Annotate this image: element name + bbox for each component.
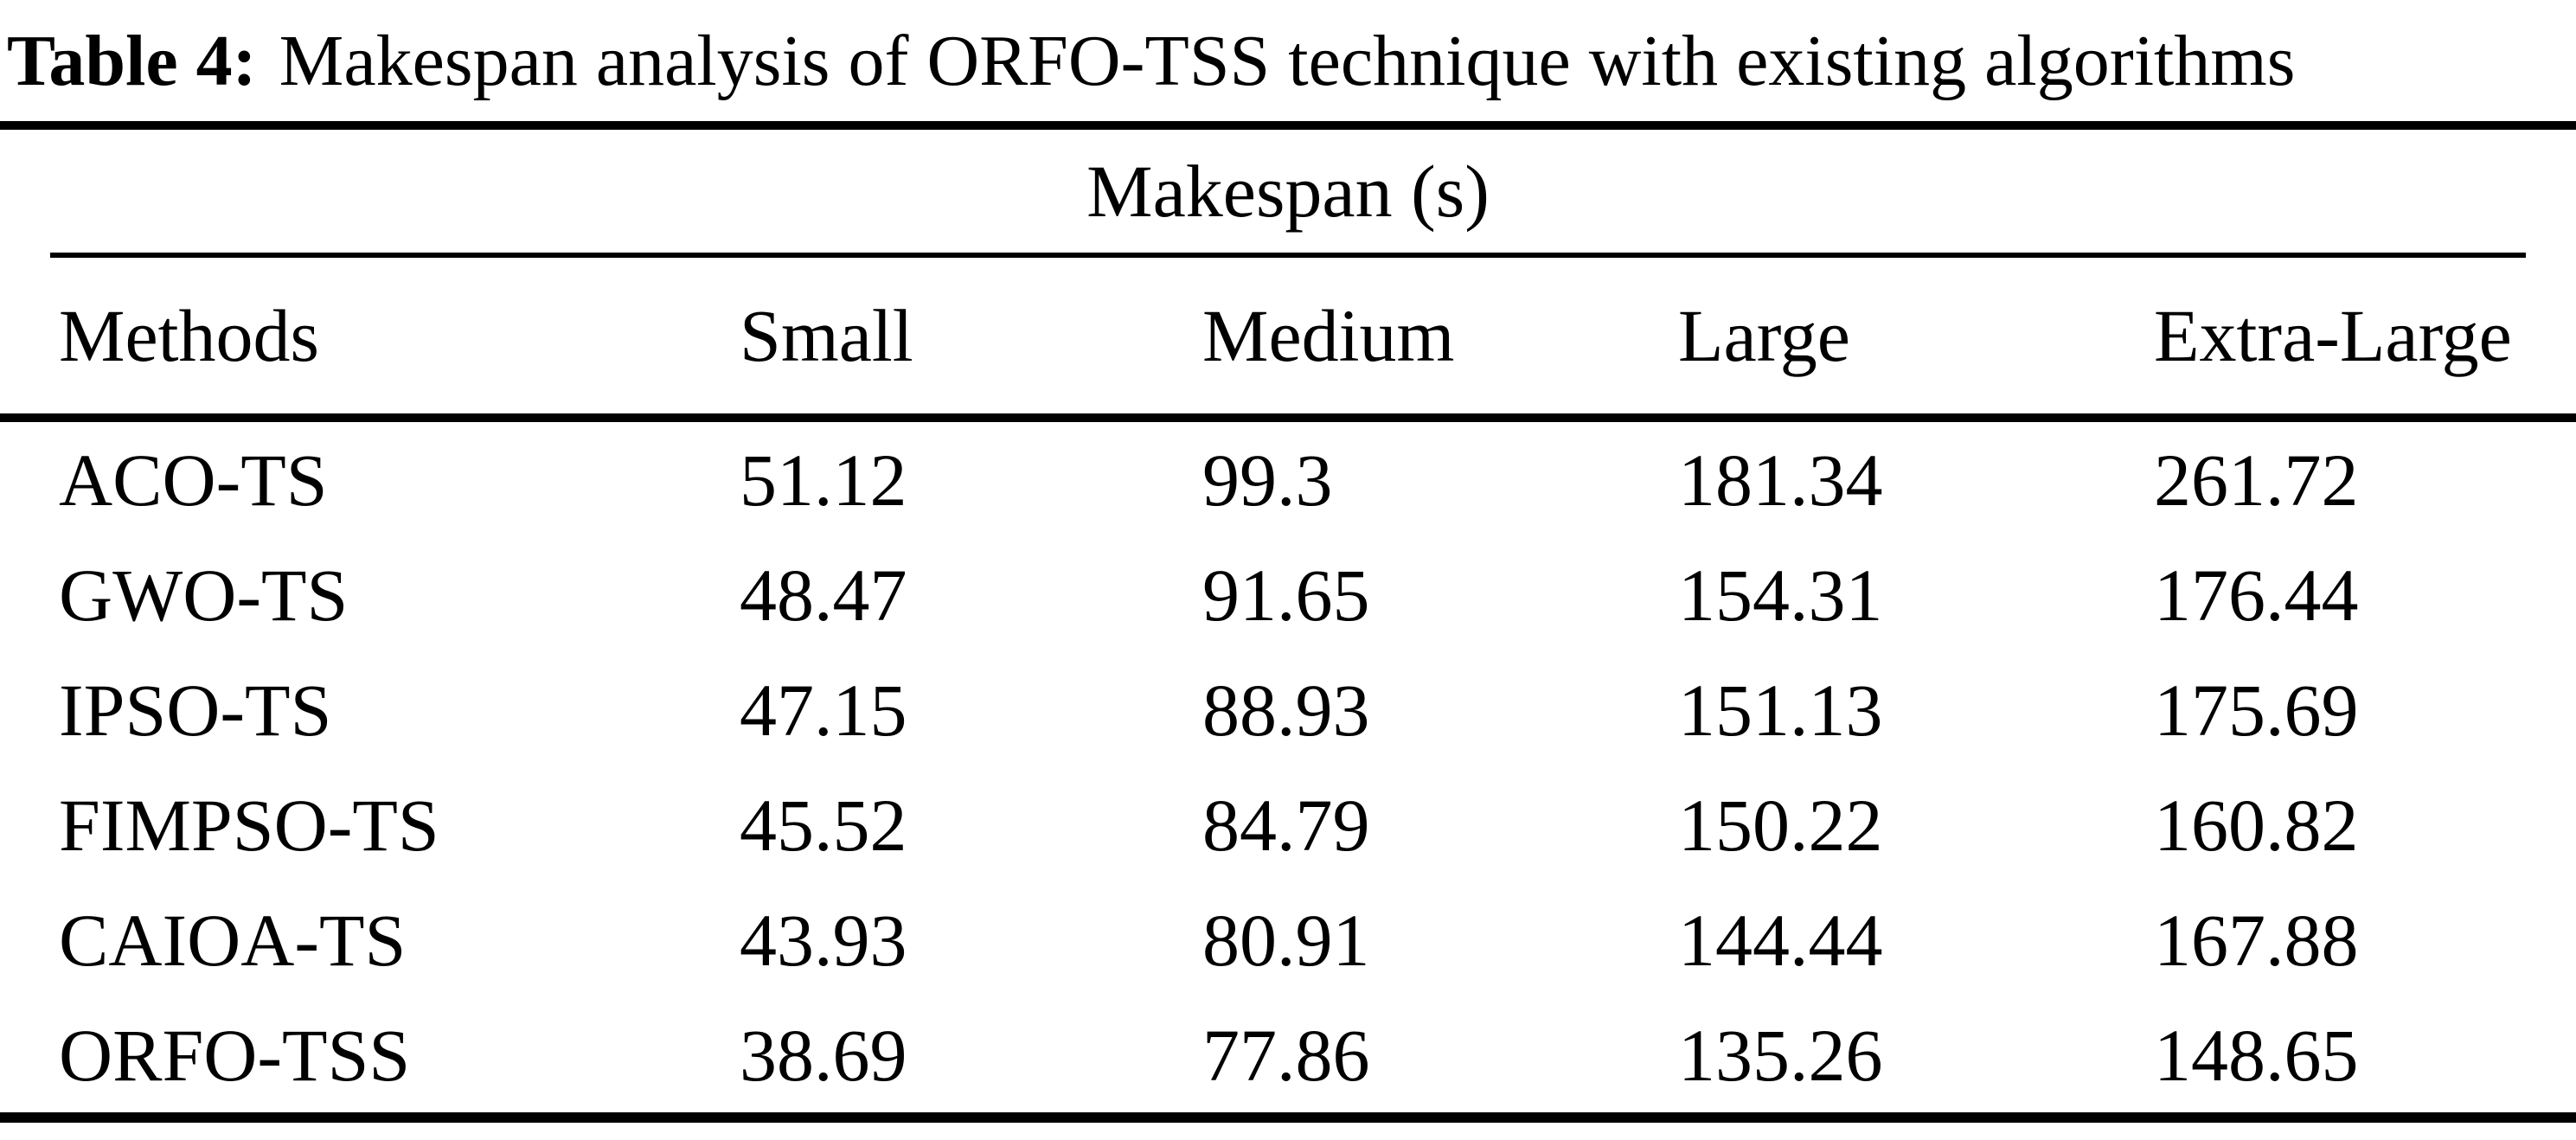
value-cell: 144.44 <box>1678 898 1883 982</box>
value-cell: 261.72 <box>2154 438 2359 522</box>
value-cell: 47.15 <box>740 668 907 752</box>
value-cell: 91.65 <box>1202 553 1370 637</box>
table-row: GWO-TS 48.47 91.65 154.31 176.44 <box>0 537 2576 652</box>
value-cell: 43.93 <box>740 898 907 982</box>
makespan-group-header: Makespan (s) <box>1086 150 1490 233</box>
group-header-rule <box>50 253 2526 258</box>
table-row: ORFO-TSS 38.69 77.86 135.26 148.65 <box>0 997 2576 1112</box>
method-cell: CAIOA-TS <box>59 898 407 982</box>
value-cell: 148.65 <box>2154 1013 2359 1097</box>
value-cell: 176.44 <box>2154 553 2359 637</box>
column-header-extra-large: Extra-Large <box>2154 294 2512 377</box>
value-cell: 154.31 <box>1678 553 1883 637</box>
value-cell: 181.34 <box>1678 438 1883 522</box>
value-cell: 84.79 <box>1202 783 1370 867</box>
value-cell: 167.88 <box>2154 898 2359 982</box>
table-row: FIMPSO-TS 45.52 84.79 150.22 160.82 <box>0 767 2576 882</box>
value-cell: 51.12 <box>740 438 907 522</box>
value-cell: 150.22 <box>1678 783 1883 867</box>
method-cell: ACO-TS <box>59 438 328 522</box>
column-header-medium: Medium <box>1202 294 1455 377</box>
method-cell: ORFO-TSS <box>59 1013 411 1097</box>
column-header-methods: Methods <box>59 294 319 377</box>
value-cell: 38.69 <box>740 1013 907 1097</box>
value-cell: 151.13 <box>1678 668 1883 752</box>
value-cell: 45.52 <box>740 783 907 867</box>
value-cell: 160.82 <box>2154 783 2359 867</box>
column-header-large: Large <box>1678 294 1850 377</box>
method-cell: FIMPSO-TS <box>59 783 439 867</box>
method-cell: IPSO-TS <box>59 668 332 752</box>
caption-label: Table 4: <box>7 20 257 101</box>
caption-text: Makespan analysis of ORFO-TSS technique … <box>279 20 2296 101</box>
value-cell: 99.3 <box>1202 438 1333 522</box>
column-header-small: Small <box>740 294 913 377</box>
table-row: IPSO-TS 47.15 88.93 151.13 175.69 <box>0 652 2576 767</box>
table-row: CAIOA-TS 43.93 80.91 144.44 167.88 <box>0 882 2576 997</box>
value-cell: 77.86 <box>1202 1013 1370 1097</box>
header-rule <box>0 413 2576 422</box>
bottom-rule <box>0 1112 2576 1123</box>
table-row: ACO-TS 51.12 99.3 181.34 261.72 <box>0 422 2576 537</box>
value-cell: 175.69 <box>2154 668 2359 752</box>
value-cell: 80.91 <box>1202 898 1370 982</box>
value-cell: 48.47 <box>740 553 907 637</box>
caption: Table 4: Makespan analysis of ORFO-TSS t… <box>0 0 2576 121</box>
value-cell: 135.26 <box>1678 1013 1883 1097</box>
value-cell: 88.93 <box>1202 668 1370 752</box>
column-header-row: Methods Small Medium Large Extra-Large <box>0 258 2576 413</box>
method-cell: GWO-TS <box>59 553 349 637</box>
top-rule <box>0 121 2576 130</box>
